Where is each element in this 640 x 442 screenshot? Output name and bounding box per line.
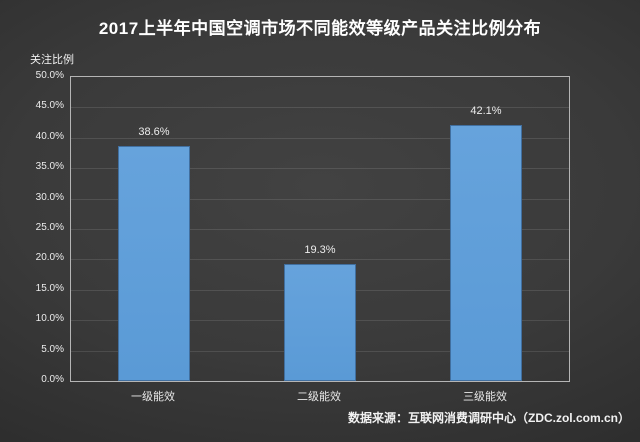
- y-tick-label: 35.0%: [35, 161, 64, 173]
- y-tick-label: 5.0%: [41, 343, 64, 355]
- y-axis-title: 关注比例: [30, 54, 74, 66]
- y-tick-label: 15.0%: [35, 282, 64, 294]
- data-source: 数据来源：互联网消费调研中心（ZDC.zol.com.cn）: [347, 411, 630, 425]
- y-tick-label: 20.0%: [35, 252, 64, 264]
- gridline: [71, 137, 569, 139]
- bar-value-label: 38.6%: [138, 126, 170, 139]
- x-category-label: 三级能效: [463, 391, 507, 403]
- y-tick-label: 45.0%: [35, 100, 64, 112]
- x-category-label: 二级能效: [297, 391, 341, 403]
- bar-三级能效: [450, 125, 522, 381]
- bar-value-label: 19.3%: [304, 243, 336, 256]
- gridline: [71, 198, 569, 200]
- plot-area: 38.6% 19.3% 42.1%: [70, 76, 570, 382]
- gridline: [71, 259, 569, 261]
- y-tick-label: 40.0%: [35, 130, 64, 142]
- x-category-label: 一级能效: [131, 391, 175, 403]
- gridline: [71, 107, 569, 109]
- gridline: [71, 168, 569, 170]
- y-tick-label: 30.0%: [35, 191, 64, 203]
- bar-二级能效: [284, 263, 356, 381]
- y-tick-label: 0.0%: [41, 374, 64, 385]
- bar-一级能效: [118, 146, 190, 381]
- bar-value-label: 42.1%: [470, 105, 502, 118]
- y-tick-label: 50.0%: [35, 70, 64, 81]
- y-tick-label: 10.0%: [35, 313, 64, 325]
- y-tick-label: 25.0%: [35, 222, 64, 233]
- gridline: [71, 229, 569, 230]
- chart-title: 2017上半年中国空调市场不同能效等级产品关注比例分布: [98, 19, 542, 38]
